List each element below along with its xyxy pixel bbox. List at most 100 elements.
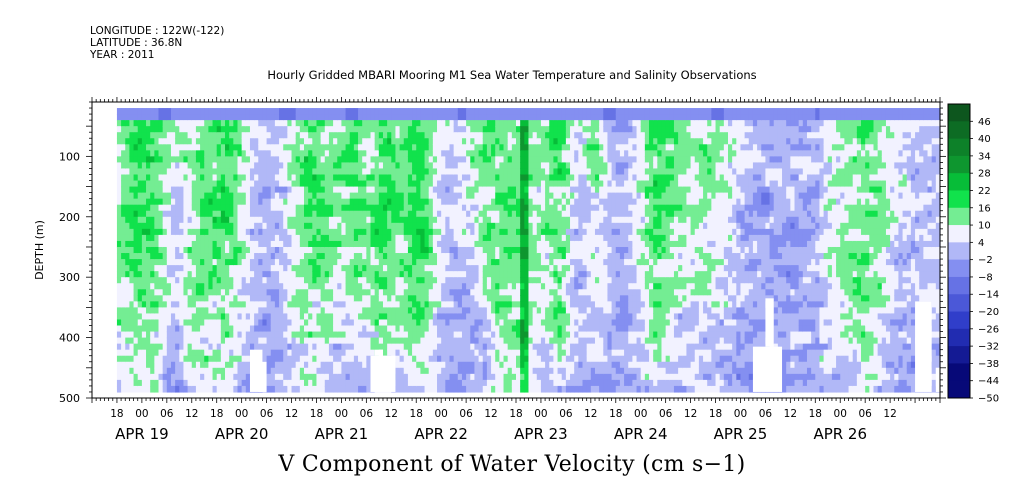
field-cell <box>461 186 467 194</box>
field-cell <box>499 192 505 200</box>
field-cell <box>299 349 305 357</box>
field-cell <box>370 210 376 218</box>
field-cell <box>437 295 442 302</box>
field-cell <box>536 325 542 333</box>
field-cell <box>486 246 492 254</box>
field-cell <box>237 228 243 236</box>
field-cell <box>304 265 309 272</box>
field-cell <box>416 132 421 139</box>
field-cell <box>507 367 513 375</box>
field-cell <box>445 150 451 157</box>
field-cell <box>233 349 239 357</box>
field-cell <box>208 307 214 315</box>
field-cell <box>374 114 380 121</box>
field-cell <box>237 337 243 345</box>
longitude-label: LONGITUDE : 122W(-122) <box>90 25 225 37</box>
field-cell <box>453 126 459 133</box>
field-cell <box>387 234 392 242</box>
field-cell <box>557 120 563 127</box>
field-cell <box>287 361 293 369</box>
field-cell <box>299 283 305 290</box>
field-cell <box>399 271 405 278</box>
field-cell <box>445 331 451 339</box>
field-cell <box>532 385 538 393</box>
field-cell <box>229 331 234 339</box>
field-cell <box>254 283 259 290</box>
field-cell <box>191 379 197 387</box>
field-cell <box>428 174 434 182</box>
field-cell <box>133 361 139 369</box>
field-cell <box>154 204 160 212</box>
field-cell <box>287 216 293 224</box>
field-cell <box>133 253 139 260</box>
field-cell <box>308 180 313 188</box>
field-cell <box>225 120 230 127</box>
field-cell <box>200 385 205 393</box>
field-cell <box>308 355 313 363</box>
field-cell <box>545 307 550 315</box>
field-cell <box>470 228 476 236</box>
field-cell <box>453 325 459 333</box>
field-cell <box>403 180 409 188</box>
field-cell <box>545 126 550 133</box>
field-cell <box>204 295 209 302</box>
field-cell <box>133 373 139 381</box>
field-cell <box>470 373 476 381</box>
field-cell <box>432 349 438 357</box>
field-cell <box>129 301 135 308</box>
field-cell <box>540 246 546 254</box>
field-cell <box>146 216 151 224</box>
field-cell <box>341 228 347 236</box>
field-cell <box>154 240 160 248</box>
field-cell <box>249 234 255 242</box>
field-cell <box>432 319 438 327</box>
field-cell <box>466 126 471 133</box>
field-cell <box>453 210 459 218</box>
field-cell <box>461 319 467 327</box>
field-cell <box>333 343 338 351</box>
field-cell <box>387 204 392 212</box>
field-cell <box>146 259 151 266</box>
field-cell <box>324 192 330 200</box>
field-cell <box>424 361 430 369</box>
field-cell <box>457 222 463 230</box>
field-cell <box>378 271 384 278</box>
field-cell <box>154 222 160 230</box>
field-cell <box>220 343 226 351</box>
field-cell <box>428 204 434 212</box>
field-cell <box>225 240 230 248</box>
field-cell <box>328 168 334 176</box>
field-cell <box>403 331 409 339</box>
field-cell <box>208 120 214 127</box>
field-cell <box>150 337 155 345</box>
field-cell <box>304 259 309 266</box>
field-cell <box>133 259 139 266</box>
field-cell <box>200 246 205 254</box>
field-cell <box>212 355 218 363</box>
field-cell <box>482 240 488 248</box>
field-cell <box>287 114 293 121</box>
field-cell <box>137 277 143 284</box>
field-cell <box>258 259 264 266</box>
field-cell <box>470 343 476 351</box>
field-cell <box>345 246 351 254</box>
field-cell <box>407 186 413 194</box>
field-cell <box>549 349 555 357</box>
field-cell <box>387 325 392 333</box>
field-cell <box>137 259 143 266</box>
field-cell <box>258 126 264 133</box>
field-cell <box>545 144 550 151</box>
field-cell <box>478 289 484 296</box>
field-cell <box>524 144 530 151</box>
field-cell <box>195 271 201 278</box>
field-cell <box>220 265 226 272</box>
field-cell <box>283 192 288 200</box>
field-cell <box>358 337 363 345</box>
field-cell <box>441 216 446 224</box>
field-cell <box>370 319 376 327</box>
field-cell <box>287 349 293 357</box>
field-cell <box>507 277 513 284</box>
field-cell <box>304 198 309 206</box>
field-cell <box>499 156 505 164</box>
field-cell <box>437 373 442 381</box>
